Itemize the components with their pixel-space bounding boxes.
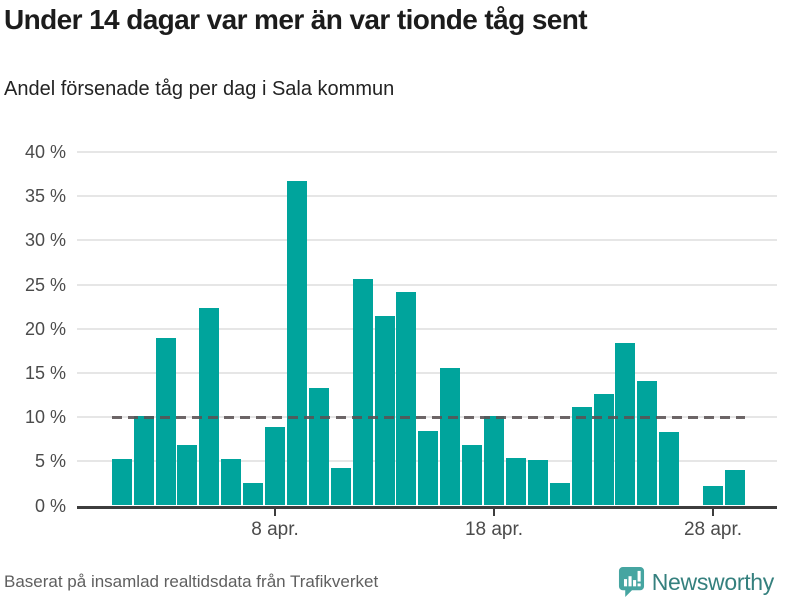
y-gridline-20 — [77, 327, 777, 330]
bar-23apr — [593, 394, 614, 506]
bar-28apr — [703, 486, 723, 506]
bar-2apr — [133, 416, 154, 506]
x-tick-label-18apr: 18 apr. — [464, 518, 524, 540]
y-tick-label-15: 15 % — [24, 362, 66, 383]
bar-24apr — [615, 342, 636, 506]
x-tick-28apr — [712, 508, 714, 516]
bar-17apr — [462, 444, 483, 506]
bar-20apr — [527, 459, 548, 506]
x-tick-8apr — [274, 508, 276, 516]
x-tick-18apr — [493, 508, 495, 516]
bar-14apr — [396, 291, 417, 506]
bar-15apr — [418, 431, 439, 506]
bar-16apr — [440, 367, 461, 506]
chart-title: Under 14 dagar var mer än var tionde tåg… — [4, 4, 588, 35]
bar-3apr — [155, 337, 176, 506]
bar-11apr — [330, 468, 351, 506]
bar-19apr — [505, 457, 526, 506]
bar-9apr — [286, 181, 307, 506]
bar-22apr — [571, 406, 592, 506]
bar-1apr — [111, 458, 132, 506]
y-tick-label-40: 40 % — [24, 142, 66, 162]
bar-21apr — [549, 482, 570, 506]
y-gridline-40 — [77, 151, 777, 153]
bar-13apr — [374, 316, 395, 506]
newsworthy-wordmark: Newsworthy — [651, 568, 775, 595]
y-gridline-15 — [77, 371, 777, 374]
y-tick-label-30: 30 % — [24, 230, 66, 251]
newsworthy-speech-bubble-barchart-icon — [618, 567, 644, 597]
reference-line-10pct — [111, 415, 745, 419]
bar-26apr — [659, 432, 680, 506]
chart-footer: Baserat på insamlad realtidsdata från Tr… — [4, 565, 774, 599]
source-note: Baserat på insamlad realtidsdata från Tr… — [4, 572, 379, 591]
y-tick-label-0: 0 % — [34, 495, 66, 516]
y-tick-label-35: 35 % — [24, 186, 66, 207]
bar-29apr — [724, 470, 745, 506]
x-tick-label-8apr: 8 apr. — [251, 518, 299, 540]
y-gridline-25 — [77, 283, 777, 286]
y-tick-label-25: 25 % — [24, 274, 66, 295]
y-gridline-35 — [77, 195, 777, 198]
x-axis-line — [77, 505, 777, 509]
bar-25apr — [637, 380, 658, 506]
chart-subtitle: Andel försenade tåg per dag i Sala kommu… — [4, 78, 395, 100]
y-tick-label-20: 20 % — [24, 318, 66, 339]
y-tick-label-5: 5 % — [34, 451, 66, 472]
newsworthy-logo: Newsworthy — [618, 566, 774, 598]
bar-6apr — [221, 458, 242, 506]
y-tick-label-10: 10 % — [24, 407, 66, 428]
x-tick-label-28apr: 28 apr. — [683, 518, 743, 540]
bar-18apr — [484, 416, 504, 506]
bar-12apr — [352, 279, 373, 506]
bar-7apr — [243, 482, 264, 506]
bar-4apr — [177, 444, 198, 506]
y-gridline-30 — [77, 239, 777, 242]
bar-5apr — [199, 308, 220, 506]
bar-8apr — [265, 426, 285, 506]
bar-10apr — [308, 387, 329, 506]
